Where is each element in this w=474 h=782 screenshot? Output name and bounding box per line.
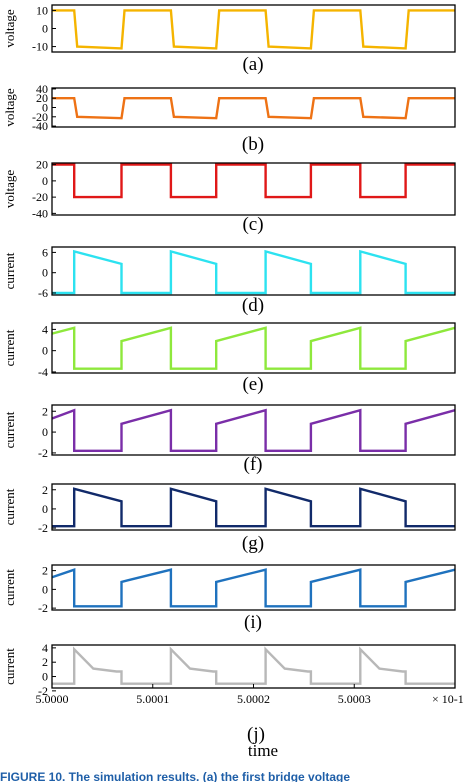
y-tick-label: 2 bbox=[42, 404, 48, 418]
y-tick-label: 20 bbox=[36, 91, 48, 105]
y-tick-label: -2 bbox=[38, 684, 48, 698]
axes-frame bbox=[51, 162, 456, 216]
y-tick-label: 4 bbox=[42, 322, 48, 336]
axes-frame bbox=[51, 4, 456, 53]
y-tick-label: -4 bbox=[38, 365, 48, 379]
series-line bbox=[52, 487, 455, 528]
series-line bbox=[52, 249, 455, 295]
x-tick-label: 5.0000 bbox=[36, 692, 69, 706]
axes-frame bbox=[51, 404, 456, 456]
y-axis-label: current bbox=[2, 569, 17, 606]
figure-caption: FIGURE 10. The simulation results. (a) t… bbox=[0, 770, 351, 782]
panel-e: 4 0 -4 current (e) bbox=[2, 322, 456, 395]
y-tick-label: 4 bbox=[42, 641, 48, 655]
y-axis-label: current bbox=[2, 329, 17, 366]
panel-label: (b) bbox=[242, 134, 264, 155]
panel-label: (j) bbox=[247, 724, 265, 745]
series-line bbox=[51, 568, 456, 608]
y-tick-label: 0 bbox=[42, 344, 48, 358]
series-line bbox=[52, 96, 455, 120]
y-tick-label: -6 bbox=[38, 286, 48, 300]
panel-g: 2 0 -2 current (g) bbox=[2, 483, 456, 554]
panel-j: 420-2 current 5.0000 5.0001 5.0002 5.0003 × 10… bbox=[2, 641, 464, 760]
panel-i: 2 0 -2 current (i) bbox=[2, 564, 456, 633]
y-axis-label: voltage bbox=[2, 170, 17, 208]
x-axis-label: time bbox=[248, 741, 278, 760]
y-axis-label: voltage bbox=[2, 88, 17, 126]
y-tick-label: 10 bbox=[36, 3, 48, 17]
series-line bbox=[52, 9, 455, 50]
axes-frame bbox=[51, 644, 456, 689]
panel-label: (e) bbox=[242, 374, 263, 395]
y-tick-label: -2 bbox=[38, 601, 48, 615]
panel-label: (f) bbox=[244, 454, 263, 475]
series-line bbox=[51, 326, 456, 370]
y-tick-label: -10 bbox=[32, 40, 48, 54]
x-tick-label: 5.0002 bbox=[237, 692, 270, 706]
y-tick-label: 0 bbox=[42, 22, 48, 36]
panel-f: 2 0 -2 current (f) bbox=[2, 404, 456, 475]
panel-d: 6 0 -6 current (d) bbox=[2, 245, 456, 316]
panel-label: (g) bbox=[242, 533, 264, 554]
y-tick-label: 0 bbox=[42, 425, 48, 439]
y-tick-label: -2 bbox=[38, 521, 48, 535]
y-tick-label: 20 bbox=[36, 158, 48, 172]
series-line bbox=[52, 163, 455, 199]
series-line bbox=[51, 408, 456, 452]
y-tick-label: 2 bbox=[42, 564, 48, 578]
x-tick-label: 5.0003 bbox=[338, 692, 371, 706]
x-tick-label: 5.0001 bbox=[136, 692, 169, 706]
y-axis-label: current bbox=[2, 488, 17, 525]
panel-label: (i) bbox=[244, 612, 262, 633]
axes-frame bbox=[51, 483, 456, 531]
y-tick-label: 0 bbox=[42, 101, 48, 115]
y-tick-label: 0 bbox=[42, 174, 48, 188]
x-multiplier-label: × 10-1 bbox=[432, 692, 464, 706]
y-tick-label: -40 bbox=[32, 119, 48, 133]
y-tick-label: -20 bbox=[32, 190, 48, 204]
axes-frame bbox=[51, 322, 456, 374]
panel-a: 10 0 -10 voltage (a) bbox=[2, 3, 456, 75]
y-tick-label: 2 bbox=[42, 483, 48, 497]
axes-frame bbox=[51, 564, 456, 611]
y-tick-label: 0 bbox=[42, 670, 48, 684]
axes-frame bbox=[51, 87, 456, 128]
panel-label: (d) bbox=[242, 295, 264, 316]
axes-frame bbox=[51, 246, 456, 296]
y-axis-label: current bbox=[2, 411, 17, 448]
y-tick-label: 2 bbox=[42, 655, 48, 669]
y-tick-label: -2 bbox=[38, 446, 48, 460]
panel-c: 20 0 -20 -40 voltage (c) bbox=[2, 158, 456, 235]
y-tick-label: -40 bbox=[32, 206, 48, 220]
y-tick-label: 6 bbox=[42, 245, 48, 259]
y-axis-label: current bbox=[2, 648, 17, 685]
y-axis-label: current bbox=[2, 252, 17, 289]
y-tick-label: 40 bbox=[36, 82, 48, 96]
panel-label: (a) bbox=[242, 54, 263, 75]
y-axis-label: voltage bbox=[2, 9, 17, 47]
y-tick-label: 0 bbox=[42, 502, 48, 516]
series-line bbox=[52, 646, 455, 685]
y-tick-label: 0 bbox=[42, 582, 48, 596]
y-tick-label: 0 bbox=[42, 266, 48, 280]
panel-label: (c) bbox=[242, 214, 263, 235]
y-tick-label: -20 bbox=[32, 110, 48, 124]
